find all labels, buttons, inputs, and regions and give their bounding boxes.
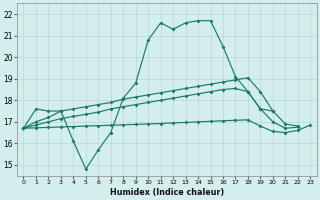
- X-axis label: Humidex (Indice chaleur): Humidex (Indice chaleur): [110, 188, 224, 197]
